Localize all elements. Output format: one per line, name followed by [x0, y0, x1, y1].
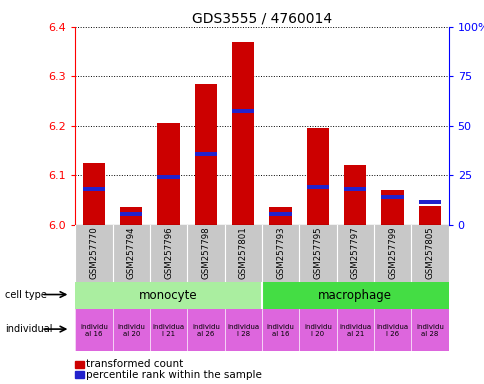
Text: individua
l 21: individua l 21 [152, 324, 184, 337]
Text: GSM257770: GSM257770 [89, 226, 98, 279]
Text: individu
al 16: individu al 16 [80, 324, 107, 337]
Bar [157, 175, 180, 179]
Text: macrophage: macrophage [318, 289, 392, 302]
Bar [157, 123, 180, 225]
Text: monocyte: monocyte [139, 289, 197, 302]
Bar [380, 195, 403, 199]
Text: GSM257798: GSM257798 [201, 226, 210, 279]
Bar [194, 152, 217, 156]
Text: GSM257794: GSM257794 [126, 226, 136, 279]
Bar [120, 207, 142, 225]
Text: individu
al 26: individu al 26 [192, 324, 219, 337]
Text: GSM257797: GSM257797 [350, 226, 359, 279]
Bar [269, 212, 291, 216]
Text: transformed count: transformed count [86, 359, 183, 369]
Bar [343, 165, 366, 225]
Bar [82, 187, 105, 191]
Text: individual: individual [5, 324, 52, 334]
Bar [418, 200, 440, 204]
Bar [120, 212, 142, 216]
Bar [418, 206, 440, 225]
Text: GSM257805: GSM257805 [424, 226, 434, 279]
Bar [269, 207, 291, 225]
Bar [306, 185, 329, 189]
Bar [306, 128, 329, 225]
Title: GDS3555 / 4760014: GDS3555 / 4760014 [192, 12, 331, 26]
Bar [343, 187, 366, 191]
Bar [231, 42, 254, 225]
Text: individua
l 26: individua l 26 [376, 324, 408, 337]
Text: individua
al 21: individua al 21 [338, 324, 371, 337]
Text: GSM257793: GSM257793 [275, 226, 285, 279]
Bar [380, 190, 403, 225]
Text: GSM257796: GSM257796 [164, 226, 173, 279]
Text: GSM257795: GSM257795 [313, 226, 322, 279]
Bar [82, 163, 105, 225]
Bar [261, 282, 448, 309]
Bar [231, 109, 254, 113]
Text: individu
l 20: individu l 20 [303, 324, 331, 337]
Text: individu
al 20: individu al 20 [117, 324, 145, 337]
Text: individu
al 28: individu al 28 [415, 324, 443, 337]
Text: individu
al 16: individu al 16 [266, 324, 294, 337]
Bar [194, 84, 217, 225]
Text: percentile rank within the sample: percentile rank within the sample [86, 370, 262, 380]
Text: cell type: cell type [5, 290, 46, 300]
Text: individua
l 28: individua l 28 [227, 324, 259, 337]
Text: GSM257799: GSM257799 [387, 226, 396, 279]
Bar [75, 282, 261, 309]
Text: GSM257801: GSM257801 [238, 226, 247, 279]
